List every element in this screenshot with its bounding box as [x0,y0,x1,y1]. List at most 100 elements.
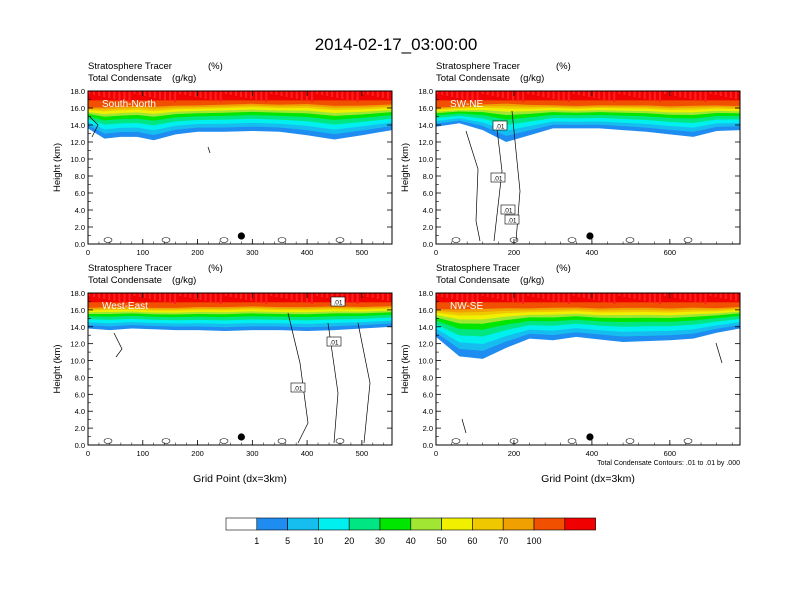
colorbar-swatch [502,517,535,531]
tracer-stripe [361,91,364,94]
tracer-stripe [316,293,318,296]
surface-contour [103,237,113,243]
contour-label: .01 [507,218,516,225]
tracer-stripe [603,293,606,302]
x-tick-label: 400 [586,248,599,257]
x-tick-label: 400 [301,248,314,257]
surface-contour [277,237,287,243]
colorbar-label: 40 [406,536,416,546]
tracer-stripe [441,91,444,95]
tracer-stripe [456,91,459,98]
tracer-stripe [643,91,646,99]
colorbar-swatch [564,517,596,531]
tracer-stripe [628,293,631,298]
contour-label-box [504,214,520,225]
tracer-stripe [336,293,339,300]
y-tick-label: 8.0 [423,172,433,181]
tracer-stripe [280,91,283,96]
tracer-stripe [496,293,499,299]
colorbar-label: 50 [437,536,447,546]
tracer-stripe [169,293,172,303]
tracer-stripe [356,293,359,304]
tracer-stripe [714,91,717,95]
tracer-stripe [613,91,616,102]
tracer-stripe [481,293,484,296]
tracer-stripe [598,91,601,99]
tracer-stripe [532,293,535,297]
tracer-stripe [153,91,156,98]
tracer-stripe [506,91,509,99]
tracer-stripe [491,293,494,298]
tracer-stripe [598,293,601,301]
tracer-stripe [321,91,324,95]
y-tick-label: 0.0 [423,240,433,249]
tracer-stripe [436,91,438,94]
tracer-stripe [719,91,722,96]
right-string-1: (%) [556,263,571,274]
tracer-stripe [436,293,438,296]
y-tick-label: 18.0 [418,87,433,96]
colorbar-label: 30 [375,536,385,546]
tracer-stripe [336,91,339,98]
tracer-stripe [164,293,166,302]
tracer-stripe [270,293,273,296]
tracer-stripe [164,91,166,100]
tracer-stripe [633,293,636,299]
tracer-stripe [572,91,575,94]
tracer-stripe [376,91,379,97]
tracer-stripe [633,91,636,97]
tracer-stripe [593,91,596,98]
tracer-stripe [709,91,712,94]
tracer-stripe [506,293,509,301]
tracer-stripe [88,91,90,94]
tracer-stripe [209,293,212,302]
contour-label-box [326,336,342,347]
tracer-stripe [557,293,560,302]
tracer-stripe [250,91,253,99]
tracer-stripe [512,91,514,100]
y-tick-label: 4.0 [423,407,433,416]
tracer-stripe [456,293,459,300]
tracer-stripe [694,91,697,100]
y-tick-label: 6.0 [423,189,433,198]
tracer-stripe [123,293,126,303]
y-tick-label: 14.0 [70,323,85,332]
tracer-stripe [275,293,278,297]
tracer-stripe [623,293,626,297]
surface-contour [161,237,171,243]
contour-label: .01 [333,300,342,307]
location-marker [586,433,594,441]
tracer-stripe [689,293,692,301]
surface-contour [567,438,577,444]
tracer-stripe [694,293,697,302]
y-tick-label: 0.0 [75,441,85,450]
tracer-stripe [658,91,661,102]
tracer-stripe [441,293,444,297]
tracer-stripe [679,91,682,97]
surface-contour [683,438,693,444]
tracer-stripe [189,293,192,298]
tracer-stripe [729,91,732,98]
tracer-stripe [103,293,106,299]
y-tick-label: 6.0 [423,390,433,399]
y-tick-label: 16.0 [418,306,433,315]
x-tick-label: 200 [508,449,521,458]
tracer-stripe [466,293,469,302]
colorbar-label: 100 [526,536,541,546]
y-tick-label: 14.0 [418,323,433,332]
tracer-stripe [108,91,111,98]
tracer-stripe [103,91,106,97]
tracer-stripe [496,91,499,97]
y-tick-label: 4.0 [75,407,85,416]
tracer-stripe [174,293,177,304]
y-tick-label: 18.0 [70,289,85,298]
tracer-stripe [689,91,692,99]
tracer-stripe [240,91,242,97]
tracer-stripe [310,91,313,102]
tracer-stripe [567,91,570,102]
tracer-stripe [451,91,454,97]
x-tick-label: 200 [191,248,204,257]
footnote: Total Condensate Contours: .01 to .01 by… [597,460,740,467]
tracer-stripe [664,293,666,296]
colorbar-swatch [225,517,258,531]
